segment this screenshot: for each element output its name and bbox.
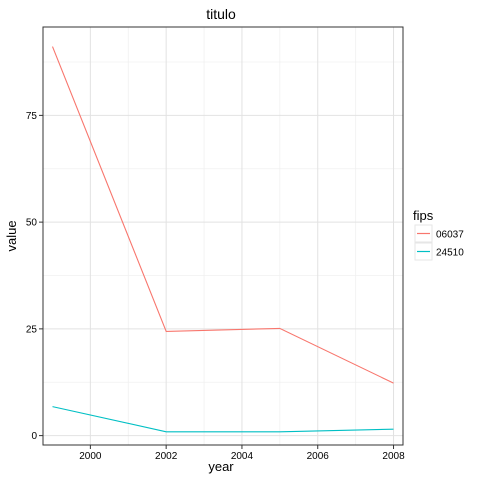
y-axis-label: value [4, 220, 19, 251]
x-axis-label: year [208, 459, 234, 474]
x-tick-label: 2004 [231, 451, 254, 462]
legend-title: fips [413, 208, 434, 223]
plot-panel-border [42, 26, 404, 446]
legend-label: 06037 [436, 230, 464, 241]
legend: fips 06037 24510 [413, 208, 464, 261]
x-axis: 2000 2002 2004 2006 2008 [79, 445, 405, 462]
series-lines [51, 46, 394, 433]
y-tick-label: 75 [26, 111, 38, 122]
legend-items: 06037 24510 [414, 224, 464, 261]
y-tick-label: 50 [26, 218, 38, 229]
series-line-24510 [52, 406, 394, 433]
x-tick-label: 2000 [79, 451, 102, 462]
series-line-06037 [51, 46, 394, 384]
x-tick-label: 2008 [382, 451, 405, 462]
chart-title: titulo [206, 6, 236, 22]
x-tick-label: 2006 [307, 451, 330, 462]
grid [43, 27, 403, 445]
y-tick-label: 0 [31, 431, 37, 442]
y-axis: 0 25 50 75 [26, 111, 43, 442]
x-tick-label: 2002 [155, 451, 178, 462]
legend-label: 24510 [436, 248, 464, 259]
y-tick-label: 25 [26, 324, 38, 335]
